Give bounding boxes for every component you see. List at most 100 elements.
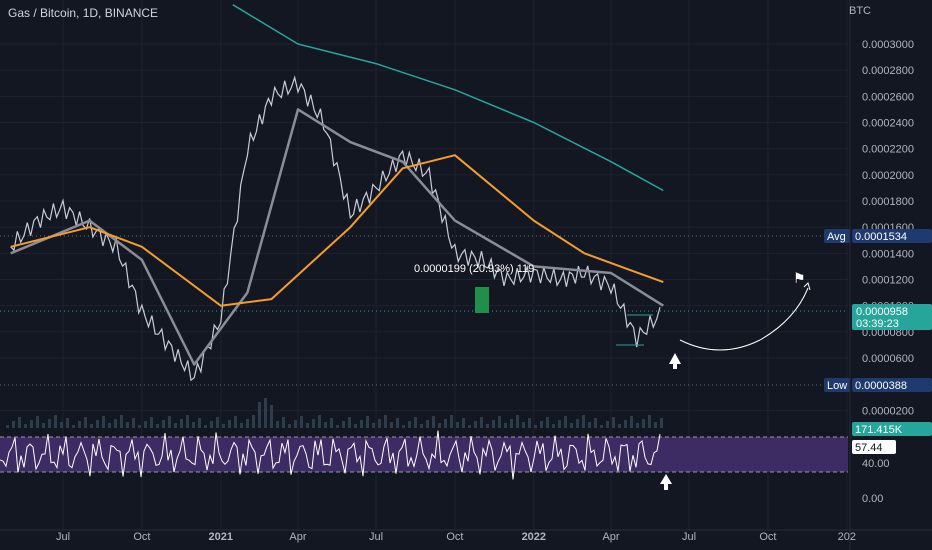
volume-bar: [294, 420, 297, 428]
volume-bar: [366, 416, 369, 428]
ma-fast-series: [10, 108, 664, 366]
rsi-level-40: 40.00: [862, 458, 890, 470]
volume-bar: [180, 419, 183, 428]
volume-bar: [240, 423, 243, 428]
volume-bar: [564, 416, 567, 428]
price-tick-label: 0.0002800: [862, 65, 914, 77]
volume-bar: [90, 424, 93, 428]
volume-bar: [558, 420, 561, 428]
volume-bar: [378, 419, 381, 428]
rsi-level-0: 0.00: [862, 493, 883, 505]
low-value-label: 0.0000388: [855, 380, 907, 392]
volume-bar: [456, 422, 459, 428]
volume-bar: [534, 425, 537, 428]
volume-bar: [126, 422, 129, 428]
volume-bar: [54, 415, 57, 428]
volume-bar: [450, 415, 453, 428]
volume-bar: [528, 418, 531, 428]
volume-bar: [588, 422, 591, 428]
volume-bar: [198, 418, 201, 428]
volume-bar: [192, 422, 195, 428]
volume-bar: [552, 424, 555, 428]
volume-bar: [120, 415, 123, 428]
volume-bar: [36, 416, 39, 428]
volume-bar: [132, 418, 135, 428]
volume-bar: [642, 419, 645, 428]
time-tick-label: 202: [838, 531, 856, 543]
time-tick-label: Apr: [289, 531, 306, 543]
current-price-label: 0.0000958: [856, 306, 908, 318]
volume-bar: [384, 415, 387, 428]
volume-bar: [342, 421, 345, 428]
current-price-bg: [852, 304, 932, 330]
currency-label: BTC: [849, 5, 871, 17]
volume-bar: [300, 416, 303, 428]
low-value-label-bg: [852, 378, 932, 392]
volume-bar: [636, 423, 639, 428]
volume-bar: [360, 420, 363, 428]
volume-bar: [102, 416, 105, 428]
volume-bar: [390, 422, 393, 428]
time-tick-label: Oct: [133, 531, 150, 543]
volume-bar: [594, 418, 597, 428]
volume-bar: [546, 417, 549, 428]
volume-bar: [144, 421, 147, 428]
volume-bar: [600, 425, 603, 428]
price-tick-label: 0.0002600: [862, 91, 914, 103]
volume-bar: [228, 420, 231, 428]
volume-bar: [576, 419, 579, 428]
projection-arrowhead: [803, 282, 811, 291]
volume-bar: [432, 416, 435, 428]
volume-bar: [222, 424, 225, 428]
volume-bar: [618, 424, 621, 428]
volume-bar: [258, 402, 261, 428]
ma-mid-series: [10, 154, 664, 307]
volume-bar: [630, 416, 633, 428]
volume-bar: [318, 415, 321, 428]
volume-bar: [480, 417, 483, 428]
volume-bar: [108, 423, 111, 428]
volume-bar: [72, 425, 75, 428]
time-tick-label: Jul: [369, 531, 383, 543]
chart-title: Gas / Bitcoin, 1D, BINANCE: [8, 6, 159, 20]
price-tick-label: 0.0002400: [862, 118, 914, 130]
volume-bar: [288, 424, 291, 428]
price-tick-label: 0.0003000: [862, 39, 914, 51]
volume-bar: [522, 422, 525, 428]
volume-bar: [582, 415, 585, 428]
volume-bar: [162, 420, 165, 428]
volume-bar: [648, 415, 651, 428]
avg-name-label: Avg: [827, 231, 846, 243]
price-tick-label: 0.0000600: [862, 353, 914, 365]
volume-bar: [276, 421, 279, 428]
volume-bar: [492, 420, 495, 428]
volume-bar: [348, 417, 351, 428]
volume-bar: [468, 425, 471, 428]
rsi-line: [0, 430, 661, 480]
low-name-label-bg: [824, 378, 850, 392]
volume-bar: [516, 415, 519, 428]
volume-bar: [624, 420, 627, 428]
volume-bar: [474, 421, 477, 428]
volume-label-bg: [852, 422, 932, 436]
volume-bar: [420, 424, 423, 428]
volume-bar: [612, 417, 615, 428]
time-tick-label: Apr: [602, 531, 619, 543]
volume-bar: [150, 417, 153, 428]
volume-bar: [654, 422, 657, 428]
volume-bar: [24, 424, 27, 428]
price-tick-label: 0.0000200: [862, 405, 914, 417]
volume-bar: [372, 423, 375, 428]
volume-bar: [486, 424, 489, 428]
price-tick-label: 0.0001400: [862, 248, 914, 260]
volume-bar: [570, 423, 573, 428]
volume-bar: [510, 419, 513, 428]
countdown-label: 03:39:23: [856, 318, 899, 330]
volume-bar: [18, 417, 21, 428]
price-tick-label: 0.0002200: [862, 144, 914, 156]
volume-bar: [414, 417, 417, 428]
volume-bar: [324, 422, 327, 428]
up-arrow-icon: [660, 474, 672, 490]
price-series: [10, 75, 661, 382]
